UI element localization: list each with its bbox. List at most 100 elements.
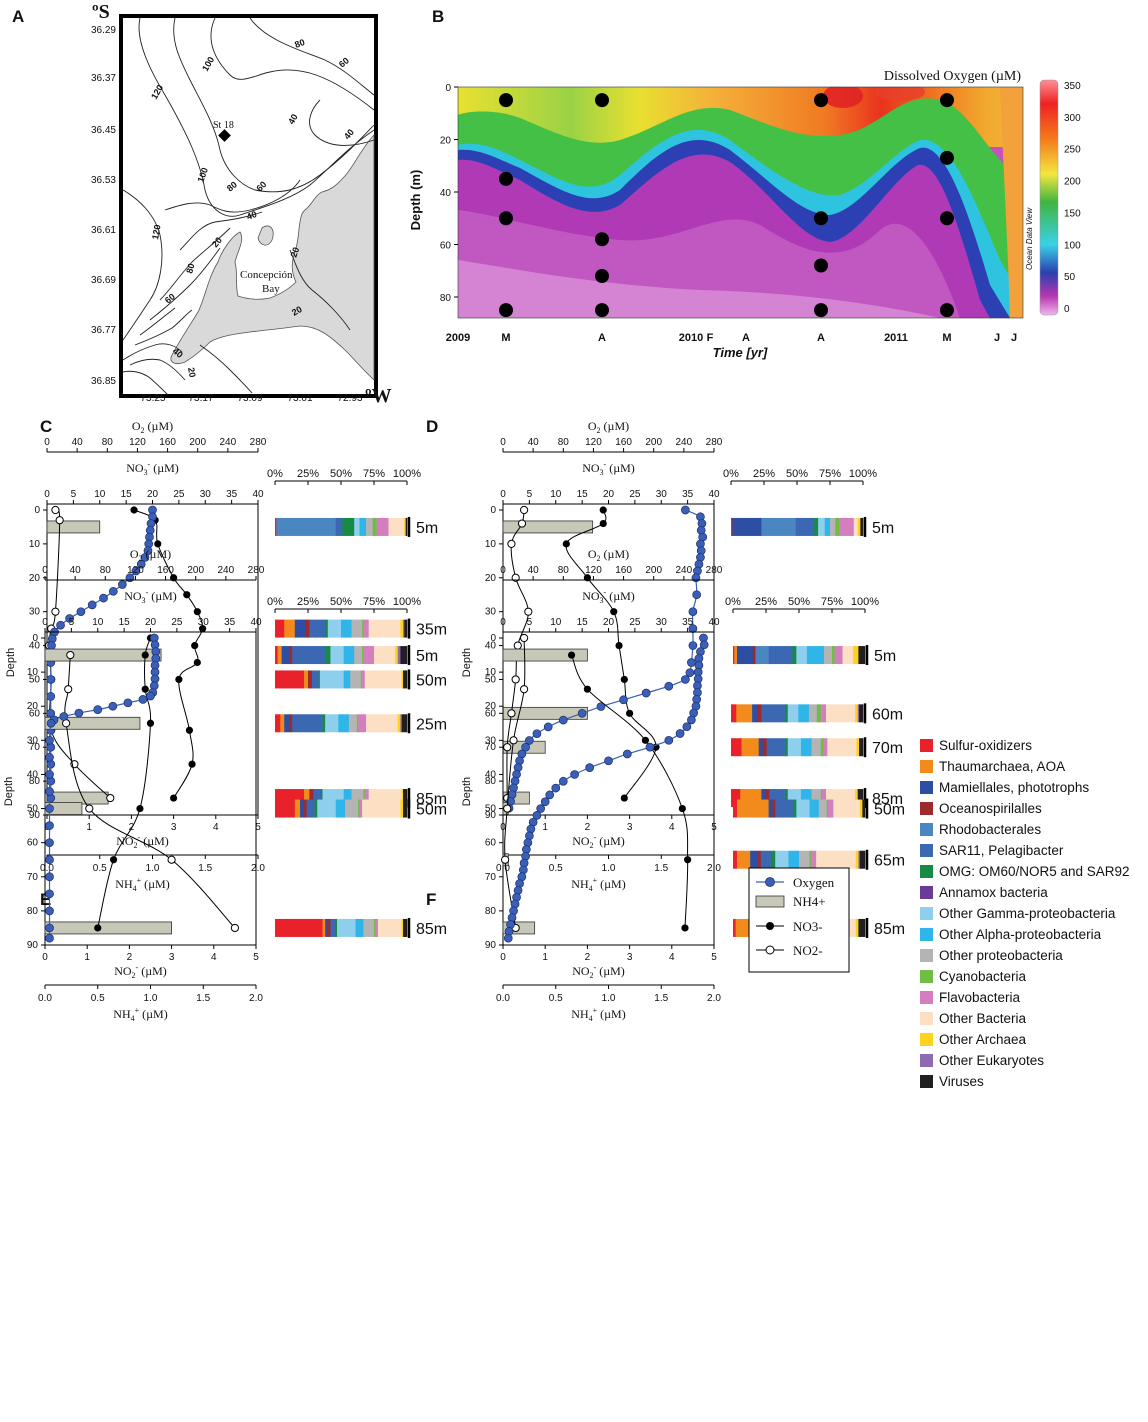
legend-swatch <box>920 760 933 773</box>
no2-tick: 0 <box>500 952 506 963</box>
legend-swatch <box>920 739 933 752</box>
composition-segment <box>363 789 366 808</box>
composition-segment <box>814 517 819 536</box>
legend-no3-marker <box>766 922 774 930</box>
composition-segment <box>765 789 770 808</box>
oxygen-point <box>123 698 133 708</box>
composition-segment <box>400 799 404 818</box>
composition-segment <box>337 918 356 937</box>
composition-segment <box>325 918 329 937</box>
lon-tick: 73.25 <box>140 393 165 404</box>
composition-segment <box>362 619 364 638</box>
o2-tick: 40 <box>72 437 84 448</box>
no3-point <box>678 804 686 813</box>
composition-segment <box>824 646 833 665</box>
oxygen-point <box>570 770 579 779</box>
oxygen-point <box>577 708 587 718</box>
no2-axis-label: NO2- (µM) <box>572 833 625 850</box>
legend-label: Other proteobacteria <box>939 948 1063 963</box>
y-tick-label: 40 <box>440 188 452 199</box>
depth-tick: 80 <box>27 906 39 917</box>
panel-letter-b: B <box>432 7 444 26</box>
oxygen-point <box>45 872 54 882</box>
colorbar-label: Ocean Data View <box>1025 207 1034 270</box>
panel-letter-f: F <box>426 890 436 909</box>
composition-tick: 50% <box>788 596 810 608</box>
composition-segment <box>330 646 344 665</box>
lat-tick: 36.37 <box>91 73 116 84</box>
oxygen-point <box>99 593 108 603</box>
contour-label: 40 <box>286 112 300 126</box>
composition-segment <box>758 850 762 869</box>
composition-segment <box>341 619 352 638</box>
oxygen-point <box>521 742 530 752</box>
depth-tick: 0 <box>34 505 40 516</box>
depth-tick: 70 <box>27 872 39 883</box>
nh4-axis-label: NH4+ (µM) <box>115 876 169 893</box>
panel-letter-d: D <box>426 417 438 436</box>
o2-tick: 240 <box>220 437 237 448</box>
composition-segment <box>368 619 401 638</box>
composition-tick: 0% <box>267 468 283 480</box>
composition-segment <box>857 789 864 808</box>
depth-tick: 30 <box>485 607 497 618</box>
no3-point <box>599 519 607 528</box>
legend-swatch <box>920 844 933 857</box>
oxygen-point <box>585 763 595 772</box>
x-tick-label: 2011 <box>884 332 908 344</box>
composition-depth-label: 50m <box>416 802 447 819</box>
y-tick-label: 0 <box>445 83 451 94</box>
no2-tick: 2 <box>585 952 591 963</box>
legend-nh4-label: NH4+ <box>793 894 826 909</box>
depth-tick: 50 <box>485 804 497 815</box>
no2-tick: 4 <box>669 822 675 833</box>
depth-tick: 60 <box>485 838 497 849</box>
depth-tick: 50 <box>29 674 41 685</box>
o2-tick: 80 <box>558 437 570 448</box>
oxygen-point <box>688 641 698 650</box>
no3-point <box>562 540 570 548</box>
composition-segment <box>859 850 866 869</box>
legend-swatch <box>920 1054 933 1067</box>
bay-label-line2: Bay <box>262 283 280 295</box>
colorbar-tick: 350 <box>1064 81 1081 92</box>
o2-tick: 120 <box>585 437 602 448</box>
legend-label: Mamiellales, phototrophs <box>939 780 1089 795</box>
sample-point <box>499 171 513 186</box>
nh4-tick: 1.0 <box>602 993 616 1004</box>
depth-tick: 0 <box>32 633 38 644</box>
no3-axis-label: NO3- (µM) <box>126 460 179 477</box>
contour-label: 60 <box>163 291 177 305</box>
no2-point <box>167 855 176 864</box>
composition-segment <box>325 619 329 638</box>
composition-tick: 100% <box>393 596 421 608</box>
depth-tick: 10 <box>27 667 39 678</box>
no2-point <box>520 505 529 515</box>
lat-tick: 36.61 <box>91 225 116 236</box>
colorbar-tick: 250 <box>1064 145 1081 156</box>
composition-segment <box>366 714 399 733</box>
no2-tick: 1 <box>542 952 548 963</box>
composition-segment <box>403 670 408 689</box>
depth-tick: 90 <box>485 940 497 951</box>
composition-segment <box>787 738 802 757</box>
composition-tick: 75% <box>363 596 385 608</box>
no3-tick: 35 <box>682 489 694 500</box>
legend-label: Sulfur-oxidizers <box>939 738 1032 753</box>
composition-depth-label: 5m <box>416 648 438 665</box>
no2-axis-label: NO2- (µM) <box>116 833 169 850</box>
legend-label: Viruses <box>939 1074 984 1089</box>
composition-depth-label: 85m <box>416 791 447 808</box>
composition-segment <box>364 789 370 808</box>
lon-tick: 73.09 <box>237 393 262 404</box>
sample-points <box>499 93 954 318</box>
composition-segment <box>376 517 389 536</box>
composition-segment <box>785 789 789 808</box>
no3-point <box>185 726 194 734</box>
composition-depth-label: 5m <box>872 520 894 537</box>
nh4-tick: 0.5 <box>549 993 563 1004</box>
o2-tick: 240 <box>676 565 693 576</box>
profile-legend: Oxygen NH4+ NO3- NO2- <box>748 867 850 973</box>
oxygen-point <box>682 722 692 732</box>
